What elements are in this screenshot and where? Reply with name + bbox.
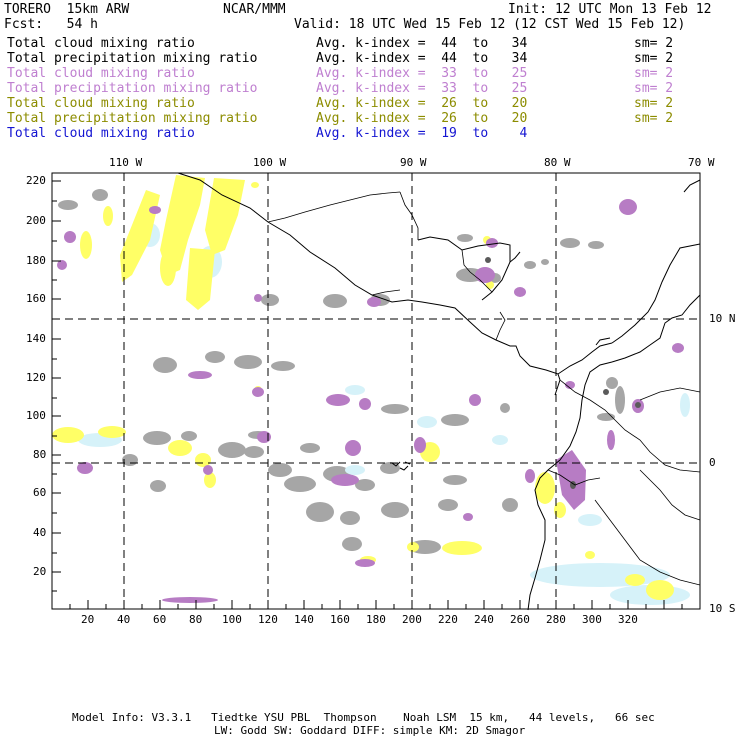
darkgray-core-layer (485, 257, 641, 489)
legend-sm: sm= 2 (634, 51, 674, 66)
y-tick-label: 20 (33, 565, 47, 578)
y-tick-label: 40 (33, 526, 47, 539)
legend-label: Total cloud mixing ratio (7, 126, 195, 141)
legend-kindex: Avg. k-index = 44 to 34 (316, 36, 528, 51)
y-tick-label: 120 (26, 371, 46, 384)
x-tick-label: 220 (438, 613, 458, 626)
legend-label: Total precipitation mixing ratio (7, 51, 258, 66)
init-time: Init: 12 UTC Mon 13 Feb 12 (508, 2, 712, 17)
y-tick-label: 180 (26, 254, 46, 267)
legend-label: Total precipitation mixing ratio (7, 81, 258, 96)
lon-label: 110 W (109, 156, 143, 169)
y-tick-label: 80 (33, 448, 47, 461)
legend-sm: sm= 2 (634, 66, 674, 81)
latlon-grid (52, 173, 700, 609)
x-tick-label: 280 (546, 613, 566, 626)
legend-sm: sm= 2 (634, 96, 674, 111)
lat-label: 10 N (709, 312, 736, 325)
valid-time: Valid: 18 UTC Wed 15 Feb 12 (12 CST Wed … (294, 17, 686, 32)
x-tick-label: 60 (153, 613, 167, 626)
x-tick-label: 240 (474, 613, 494, 626)
model-info-line1: Model Info: V3.3.1 Tiedtke YSU PBL Thomp… (72, 711, 655, 724)
y-tick-label: 220 (26, 174, 46, 187)
y-tick-label: 140 (26, 332, 46, 345)
x-tick-label: 80 (189, 613, 203, 626)
y-tick-label: 160 (26, 292, 46, 305)
lon-label: 80 W (544, 156, 571, 169)
x-axis-ticks (69, 600, 683, 609)
y-tick-label: 60 (33, 486, 47, 499)
lat-label: 0 (709, 456, 716, 469)
x-tick-label: 40 (117, 613, 131, 626)
forecast-hour: Fcst: 54 h (4, 17, 98, 32)
y-tick-label: 200 (26, 214, 46, 227)
legend-kindex: Avg. k-index = 26 to 20 (316, 96, 528, 111)
x-tick-label: 300 (582, 613, 602, 626)
x-tick-label: 260 (510, 613, 530, 626)
legend-label: Total cloud mixing ratio (7, 66, 195, 81)
legend-kindex: Avg. k-index = 33 to 25 (316, 81, 528, 96)
lon-ticks (123, 173, 701, 180)
x-tick-label: 120 (258, 613, 278, 626)
lon-label: 100 W (253, 156, 287, 169)
y-tick-label: 100 (26, 409, 46, 422)
legend-kindex: Avg. k-index = 19 to 4 (316, 126, 528, 141)
x-tick-label: 320 (618, 613, 638, 626)
coastline (177, 172, 701, 611)
lon-label: 90 W (400, 156, 427, 169)
x-tick-label: 100 (222, 613, 242, 626)
legend-label: Total precipitation mixing ratio (7, 111, 258, 126)
model-info-line2: LW: Godd SW: Goddard DIFF: simple KM: 2D… (214, 724, 526, 737)
x-tick-label: 200 (402, 613, 422, 626)
legend-kindex: Avg. k-index = 26 to 20 (316, 111, 528, 126)
x-tick-label: 140 (294, 613, 314, 626)
legend-label: Total cloud mixing ratio (7, 96, 195, 111)
legend-kindex: Avg. k-index = 44 to 34 (316, 51, 528, 66)
legend-sm: sm= 2 (634, 81, 674, 96)
legend-kindex: Avg. k-index = 33 to 25 (316, 66, 528, 81)
country-borders (267, 191, 701, 586)
yellow-precip-layer (52, 175, 674, 600)
x-tick-label: 20 (81, 613, 95, 626)
legend-label: Total cloud mixing ratio (7, 36, 195, 51)
lat-label: 10 S (709, 602, 736, 615)
y-axis-ticks (52, 180, 61, 592)
legend-sm: sm= 2 (634, 36, 674, 51)
lon-label: 70 W (688, 156, 715, 169)
model-title: TORERO 15km ARW (4, 2, 130, 17)
x-tick-label: 160 (330, 613, 350, 626)
legend-sm: sm= 2 (634, 111, 674, 126)
purple-precip-layer (57, 199, 684, 603)
x-tick-label: 180 (366, 613, 386, 626)
organization: NCAR/MMM (223, 2, 286, 17)
